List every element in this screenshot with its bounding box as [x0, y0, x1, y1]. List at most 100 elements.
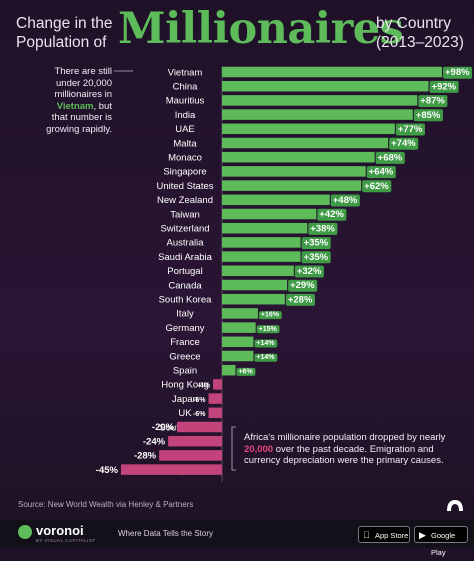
value-label-pill	[254, 353, 278, 362]
value-label-pill	[418, 95, 448, 108]
bar	[208, 407, 222, 419]
bar	[222, 95, 418, 106]
note-line: that number is	[51, 112, 112, 123]
app-store-button[interactable]:  App Store	[358, 526, 410, 543]
vietnam-annotation: There are still under 20,000 millionaire…	[34, 66, 112, 135]
bar	[168, 435, 222, 447]
value-label: +15%	[259, 326, 278, 333]
value-label-pill	[317, 208, 347, 221]
value-label: +6%	[238, 368, 253, 375]
category-label: UAE	[175, 124, 195, 135]
bar	[222, 180, 362, 191]
category-label: UK	[178, 408, 192, 419]
value-label: -6%	[193, 411, 206, 418]
value-label-pill	[429, 80, 459, 93]
value-label-pill	[375, 151, 405, 164]
value-label: +48%	[333, 195, 358, 206]
bar	[222, 222, 308, 234]
note-line: over the past decade. Emigration and	[275, 443, 434, 455]
tagline: Where Data Tells the Story	[118, 529, 214, 538]
category-label: Canada	[168, 280, 202, 291]
value-label: +14%	[256, 340, 275, 347]
value-label: +35%	[304, 252, 329, 263]
note-highlight: 20,000	[244, 443, 274, 455]
value-label: +28%	[288, 294, 313, 305]
app-store-label: App Store	[375, 531, 409, 540]
note-highlight: Vietnam	[56, 100, 94, 112]
value-label: +35%	[304, 238, 329, 249]
value-label: +92%	[432, 81, 457, 92]
category-label: Singapore	[163, 167, 206, 178]
bar	[222, 279, 288, 291]
bar	[208, 393, 222, 404]
bar	[222, 293, 285, 305]
value-label-pill	[294, 265, 324, 278]
title-line-4: (2013–2023)	[376, 34, 464, 51]
value-label: -24%	[143, 436, 166, 447]
category-label: Malta	[173, 138, 197, 149]
value-label: +68%	[378, 152, 403, 163]
title-main: Millionaires	[118, 4, 404, 54]
bar	[222, 364, 236, 376]
value-label: +74%	[391, 138, 416, 149]
value-label-pill	[236, 367, 256, 376]
value-label-pill	[308, 222, 338, 235]
bar	[222, 151, 375, 163]
note-line: currency depreciation were the primary c…	[244, 455, 444, 466]
value-label: +98%	[445, 67, 470, 78]
bar	[222, 194, 330, 206]
value-label-pill	[288, 279, 318, 292]
value-label-pill	[443, 66, 473, 79]
category-label: South Korea	[159, 295, 213, 306]
bar	[222, 66, 442, 78]
value-label-pill	[413, 109, 443, 122]
visual-capitalist-mark-icon	[447, 500, 463, 511]
value-label: +16%	[261, 312, 280, 319]
bar	[222, 80, 429, 92]
bar	[222, 208, 317, 220]
bar	[222, 137, 389, 149]
bar	[120, 464, 222, 475]
category-label: India	[175, 110, 196, 121]
google-play-button[interactable]: ▶ Google Play	[414, 526, 468, 557]
category-label: France	[170, 337, 200, 348]
bar	[222, 166, 366, 177]
value-label: -20%	[152, 422, 175, 433]
annotation-bracket-africa	[231, 426, 236, 471]
value-label-pill	[256, 325, 280, 334]
value-label-pill	[362, 180, 392, 193]
value-label: +85%	[416, 110, 441, 121]
title-suffix: by Country (2013–2023)	[376, 14, 464, 52]
title-prefix: Change in the Population of	[16, 14, 113, 52]
note-line: growing rapidly.	[46, 123, 112, 135]
category-label: Switzerland	[160, 224, 209, 235]
value-label: +87%	[420, 96, 445, 107]
value-label-pill	[395, 123, 425, 136]
value-label-pill	[301, 251, 331, 264]
category-label: China	[173, 82, 199, 93]
bar	[159, 450, 222, 461]
voronoi-logo-icon[interactable]	[18, 525, 32, 539]
brand-name[interactable]: voronoi	[36, 523, 84, 538]
category-label: Germany	[165, 323, 204, 334]
category-label: Saudi Arabia	[158, 252, 213, 263]
apple-icon: 	[363, 527, 370, 544]
note-line: , but	[93, 100, 113, 112]
bar	[222, 350, 254, 362]
category-label: New Zealand	[157, 195, 213, 206]
category-label: Hong Kong	[161, 380, 209, 391]
bar	[177, 421, 222, 433]
note-line: Africa's millionaire population dropped …	[244, 432, 446, 443]
bar	[222, 265, 294, 277]
source-note: Source: New World Wealth via Henley & Pa…	[18, 500, 194, 509]
bar	[222, 109, 413, 120]
value-label: +29%	[290, 280, 315, 291]
note-line: There are still	[54, 66, 112, 77]
value-label: -6%	[193, 397, 206, 404]
category-label: Spain	[173, 366, 197, 377]
bar	[213, 379, 222, 390]
value-label: -45%	[96, 465, 119, 476]
category-label: Vietnam	[168, 67, 203, 78]
note-line: millionaires in	[54, 89, 112, 100]
category-label: Mauritius	[166, 96, 205, 107]
